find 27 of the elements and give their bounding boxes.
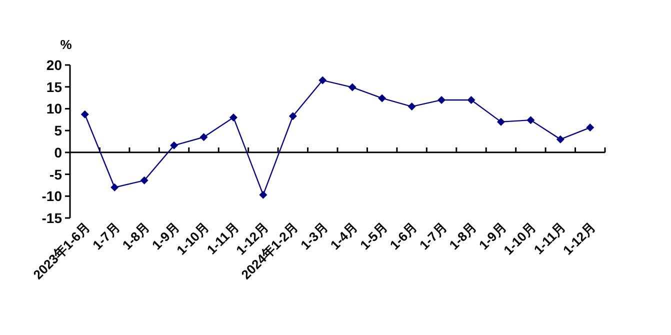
point — [140, 176, 148, 184]
point — [526, 116, 535, 124]
y-tick-label: -5 — [50, 166, 62, 182]
y-tick-label: 20 — [46, 57, 62, 73]
point — [556, 135, 564, 144]
point — [438, 96, 446, 104]
y-tick-label: -15 — [42, 210, 62, 226]
point — [200, 133, 208, 142]
y-tick-label: 10 — [46, 100, 62, 117]
point — [348, 83, 356, 92]
point — [408, 102, 416, 111]
y-tick-label: 0 — [54, 144, 62, 160]
y-axis-title: % — [60, 37, 72, 52]
point — [318, 76, 327, 84]
y-tick-label: 5 — [54, 122, 62, 139]
point — [378, 94, 386, 102]
point — [170, 141, 178, 150]
point — [586, 124, 594, 132]
point — [496, 118, 505, 126]
point — [110, 183, 119, 192]
point — [229, 113, 238, 122]
y-tick-label: -10 — [42, 188, 62, 204]
point — [288, 112, 297, 120]
point — [80, 110, 89, 118]
point — [467, 96, 476, 104]
y-tick-label: 15 — [46, 78, 62, 95]
point — [259, 190, 268, 199]
